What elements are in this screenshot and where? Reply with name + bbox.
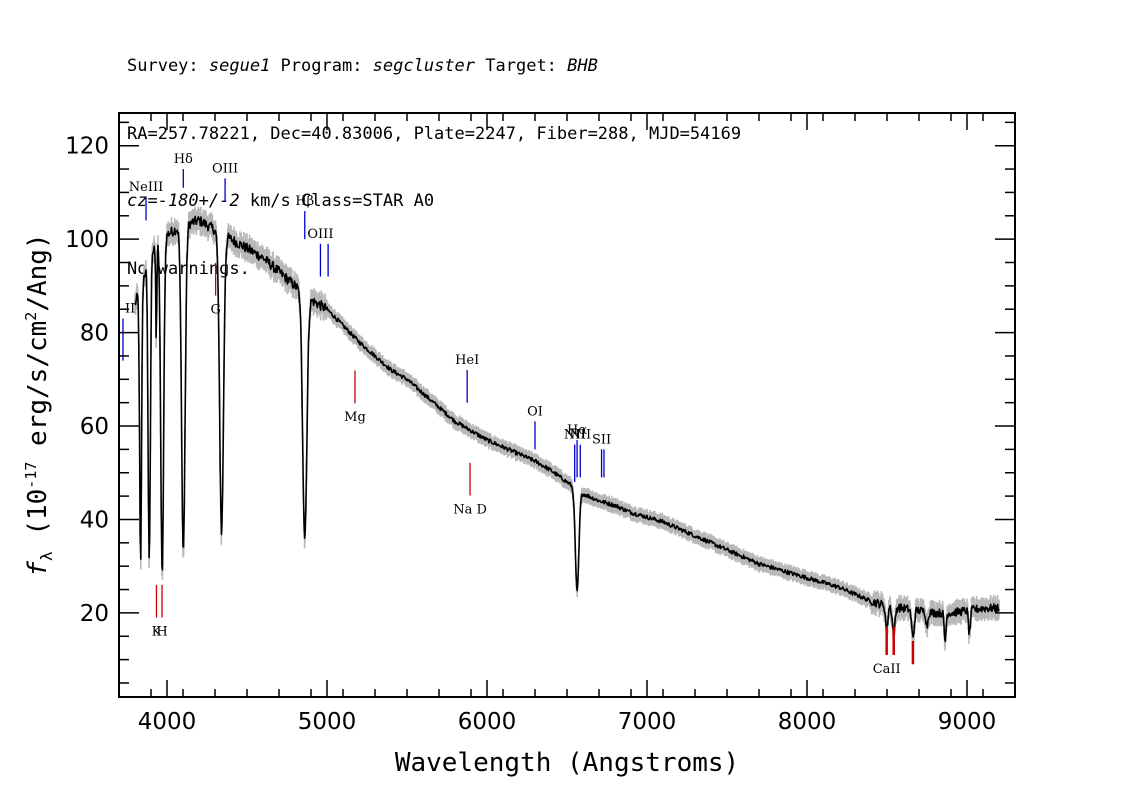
absorption-line-label: H xyxy=(156,625,167,640)
emission-line-label: OI xyxy=(527,404,543,419)
y-tick-label: 20 xyxy=(80,601,109,627)
x-tick-label: 5000 xyxy=(298,709,357,735)
x-tick-label: 4000 xyxy=(138,709,197,735)
survey-label: Survey: xyxy=(127,56,209,76)
absorption-line-label: K xyxy=(152,625,162,640)
absorption-line-label: G xyxy=(210,303,220,318)
class-text: km/s Class=STAR A0 xyxy=(239,191,435,211)
y-tick-label: 40 xyxy=(80,507,109,533)
y-tick-label: 80 xyxy=(80,321,109,347)
flux-spectrum-group xyxy=(134,215,1000,643)
y-tick-label: 60 xyxy=(80,414,109,440)
redshift-value: cz=-180+/-2 xyxy=(127,191,240,211)
y-tick-label: 100 xyxy=(65,227,109,253)
x-axis-title: Wavelength (Angstroms) xyxy=(395,748,739,778)
program-label: Program: xyxy=(270,56,373,76)
y-tick-label: 120 xyxy=(65,134,109,160)
x-tick-label: 8000 xyxy=(778,709,837,735)
survey-value: segue1 xyxy=(208,56,271,76)
emission-line-label: Hβ xyxy=(295,194,314,209)
emission-line-label: OIII xyxy=(307,227,333,242)
emission-line-label: NII xyxy=(569,428,591,443)
header-line-coordinates: RA=257.78221, Dec=40.83006, Plate=2247, … xyxy=(127,123,742,144)
emission-line-label: NII xyxy=(564,428,586,443)
y-axis-title-text: fλ (10-17 erg/s/cm2/Ang) xyxy=(22,233,56,576)
flux-spectrum-line xyxy=(134,215,1000,643)
emission-line-label: II xyxy=(125,302,135,317)
y-axis-title: fλ (10-17 erg/s/cm2/Ang) xyxy=(22,233,56,576)
x-tick-label: 6000 xyxy=(458,709,517,735)
program-value: segcluster xyxy=(372,56,476,76)
absorption-line-label: Mg xyxy=(344,410,366,425)
emission-line-label: SII xyxy=(592,432,611,447)
emission-line-label: NeIII xyxy=(129,180,163,195)
emission-line-label: Hδ xyxy=(174,152,193,167)
header-line-survey: Survey: segue1 Program: segcluster Targe… xyxy=(127,55,741,78)
plot-axes: 4000 5000 6000 7000 8000 9000 20 40 60 80 100 120 xyxy=(65,112,1016,735)
x-tick-label: 9000 xyxy=(938,709,997,735)
header-line-warnings: No warnings. xyxy=(127,258,250,279)
absorption-line-label: CaII xyxy=(873,662,901,677)
target-label: Target: xyxy=(475,56,568,76)
emission-line-label: OIII xyxy=(212,161,238,176)
emission-line-label: Hα xyxy=(567,423,587,438)
spectrum-header: Survey: segue1 Program: segcluster Targe… xyxy=(127,10,741,303)
target-value: BHB xyxy=(567,56,598,76)
absorption-line-label: Na D xyxy=(453,503,487,518)
x-tick-label: 7000 xyxy=(618,709,677,735)
header-line-redshift: cz=-180+/-2 km/s Class=STAR A0 xyxy=(127,190,741,213)
emission-line-label: HeI xyxy=(455,353,479,368)
